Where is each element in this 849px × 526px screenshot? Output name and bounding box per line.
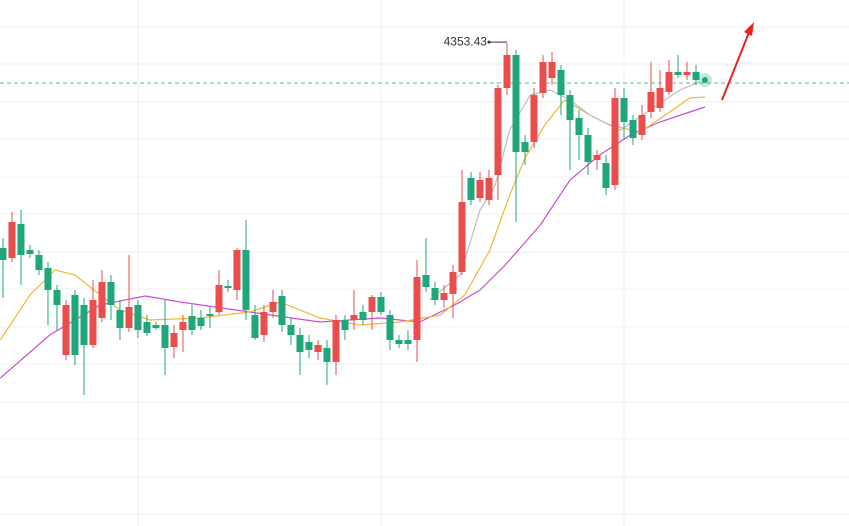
candle-body (26, 250, 34, 254)
candle-body (521, 142, 529, 152)
candle-body (278, 296, 286, 325)
candle-body (170, 333, 178, 347)
candle-body (503, 55, 511, 88)
candle-body (314, 345, 322, 352)
candle-body (224, 286, 232, 288)
candle-body (62, 305, 70, 355)
candle-body (476, 180, 484, 198)
candle-body (359, 312, 367, 320)
candle-body (107, 282, 115, 305)
candle-body (620, 98, 628, 122)
candle-body (269, 302, 277, 312)
candle-body (395, 340, 403, 344)
annotation-label: 4353.43 (444, 34, 488, 48)
trend-arrow-head (744, 22, 754, 36)
candles (0, 43, 700, 395)
candle-body (215, 285, 223, 312)
candle-body (287, 325, 295, 335)
candle-body (593, 155, 601, 160)
candle-body (332, 320, 340, 362)
candle-body (638, 115, 646, 135)
candle-body (377, 297, 385, 312)
candle-body (485, 178, 493, 200)
candle-body (44, 268, 52, 290)
candle-body (422, 275, 430, 287)
trend-arrow (721, 29, 751, 101)
candle-body (629, 120, 637, 138)
overlay: 4353.43 (444, 34, 507, 48)
candle-body (665, 72, 673, 92)
candle-body (89, 300, 97, 345)
candle-body (683, 72, 691, 75)
indicator-line (0, 106, 706, 379)
candle-body (656, 88, 664, 108)
candle-body (539, 62, 547, 93)
candle-body (17, 224, 25, 255)
candle-body (440, 293, 448, 300)
candle-body (71, 295, 79, 355)
candle-body (341, 320, 349, 330)
candle-body (386, 315, 394, 340)
candle-body (296, 335, 304, 352)
candle-body (260, 312, 268, 335)
candle-body (0, 248, 7, 260)
candle-body (674, 72, 682, 75)
candle-body (548, 62, 556, 78)
candle-body (53, 290, 61, 305)
candle-body (197, 318, 205, 326)
candle-body (368, 297, 376, 312)
candle-body (206, 314, 214, 316)
candle-body (152, 325, 160, 328)
candle-body (134, 305, 142, 330)
candle-body (611, 98, 619, 185)
candle-body (116, 310, 124, 328)
candle-body (188, 316, 196, 330)
candle-body (566, 95, 574, 120)
candle-body (458, 202, 466, 272)
candle-body (98, 282, 106, 318)
candle-body (350, 315, 358, 320)
candle-body (530, 95, 538, 142)
candle-body (575, 118, 583, 135)
candle-body (431, 288, 439, 300)
candle-body (323, 348, 331, 362)
candle-body (449, 272, 457, 294)
candle-body (143, 322, 151, 333)
candle-body (584, 135, 592, 162)
candle-body (512, 55, 520, 152)
candle-body (8, 222, 16, 258)
candle-body (467, 178, 475, 200)
candle-body (692, 72, 700, 80)
live-point (702, 77, 708, 83)
candle-body (80, 305, 88, 345)
annotation-dot (487, 40, 491, 44)
candle-body (305, 342, 313, 350)
candle-body (557, 70, 565, 95)
candle-body (602, 163, 610, 188)
candle-body (413, 277, 421, 340)
indicator-lines (0, 81, 706, 379)
candle-body (179, 322, 187, 330)
candle-body (35, 255, 43, 270)
candle-body (125, 307, 133, 328)
candle-body (404, 340, 412, 344)
candle-body (647, 92, 655, 112)
candle-body (233, 250, 241, 290)
candle-body (161, 325, 169, 348)
candle-body (242, 250, 250, 310)
candle-body (494, 88, 502, 175)
candle-body (251, 315, 259, 338)
